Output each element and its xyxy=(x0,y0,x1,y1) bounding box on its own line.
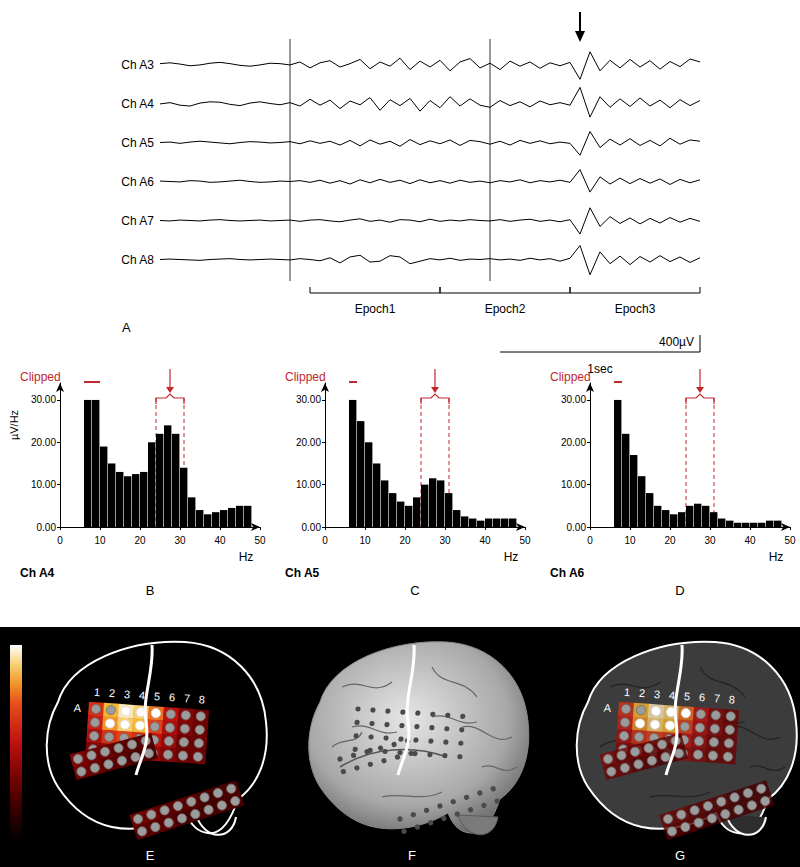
svg-text:10.00: 10.00 xyxy=(561,479,586,490)
svg-text:0: 0 xyxy=(322,535,328,546)
svg-text:30: 30 xyxy=(174,535,186,546)
svg-text:0: 0 xyxy=(587,535,593,546)
svg-text:3: 3 xyxy=(654,688,661,700)
svg-text:Ch A3: Ch A3 xyxy=(121,58,154,72)
svg-text:C: C xyxy=(410,583,419,598)
svg-text:10: 10 xyxy=(94,535,106,546)
svg-text:4: 4 xyxy=(668,689,676,702)
svg-text:20: 20 xyxy=(399,535,411,546)
svg-text:Ch A6: Ch A6 xyxy=(550,566,585,580)
svg-text:Epoch2: Epoch2 xyxy=(485,302,526,316)
svg-text:30.00: 30.00 xyxy=(31,394,56,405)
svg-text:E: E xyxy=(146,848,155,863)
svg-text:Ch A7: Ch A7 xyxy=(121,214,154,228)
svg-text:8: 8 xyxy=(198,693,205,705)
svg-text:1: 1 xyxy=(94,686,101,698)
svg-text:7: 7 xyxy=(183,692,190,704)
svg-text:Epoch1: Epoch1 xyxy=(355,302,396,316)
svg-text:D: D xyxy=(675,583,684,598)
svg-text:20: 20 xyxy=(664,535,676,546)
svg-text:1: 1 xyxy=(624,686,631,698)
svg-text:6: 6 xyxy=(699,691,706,703)
svg-text:2: 2 xyxy=(639,687,646,699)
svg-text:B: B xyxy=(146,583,155,598)
svg-text:30: 30 xyxy=(704,535,716,546)
svg-text:A: A xyxy=(603,701,612,714)
svg-text:10: 10 xyxy=(624,535,636,546)
svg-text:Ch A4: Ch A4 xyxy=(20,566,55,580)
svg-text:Hz: Hz xyxy=(239,550,254,564)
svg-text:Ch A5: Ch A5 xyxy=(121,136,154,150)
svg-text:400µV: 400µV xyxy=(659,335,694,349)
svg-text:20.00: 20.00 xyxy=(296,437,321,448)
svg-text:0.00: 0.00 xyxy=(302,522,322,533)
svg-text:50: 50 xyxy=(254,535,266,546)
svg-text:Clipped: Clipped xyxy=(285,370,326,384)
svg-text:10.00: 10.00 xyxy=(31,479,56,490)
svg-text:3: 3 xyxy=(124,688,131,700)
svg-text:5: 5 xyxy=(154,690,161,702)
svg-text:0: 0 xyxy=(57,535,63,546)
svg-text:0.00: 0.00 xyxy=(567,522,587,533)
svg-text:Epoch3: Epoch3 xyxy=(615,302,656,316)
svg-text:Clipped: Clipped xyxy=(20,370,61,384)
svg-text:50: 50 xyxy=(784,535,796,546)
svg-text:5: 5 xyxy=(684,690,691,702)
svg-text:20: 20 xyxy=(134,535,146,546)
svg-text:F: F xyxy=(408,848,416,863)
svg-text:20.00: 20.00 xyxy=(561,437,586,448)
svg-text:50: 50 xyxy=(519,535,531,546)
svg-text:1sec: 1sec xyxy=(587,362,612,376)
svg-text:7: 7 xyxy=(713,692,720,704)
svg-text:6: 6 xyxy=(169,691,176,703)
svg-text:Ch A4: Ch A4 xyxy=(121,97,154,111)
svg-text:0.00: 0.00 xyxy=(37,522,57,533)
svg-text:Hz: Hz xyxy=(504,550,519,564)
svg-text:Clipped: Clipped xyxy=(550,370,591,384)
svg-text:30.00: 30.00 xyxy=(296,394,321,405)
svg-text:30.00: 30.00 xyxy=(561,394,586,405)
svg-text:µV/Hz: µV/Hz xyxy=(8,410,20,440)
svg-text:10: 10 xyxy=(359,535,371,546)
svg-text:2: 2 xyxy=(109,687,116,699)
svg-text:4: 4 xyxy=(138,689,146,702)
svg-text:10.00: 10.00 xyxy=(296,479,321,490)
svg-text:G: G xyxy=(675,848,685,863)
svg-text:20.00: 20.00 xyxy=(31,437,56,448)
svg-text:8: 8 xyxy=(728,693,735,705)
svg-text:A: A xyxy=(73,701,82,714)
svg-text:30: 30 xyxy=(439,535,451,546)
svg-text:A: A xyxy=(122,320,131,335)
svg-text:Hz: Hz xyxy=(769,550,784,564)
svg-text:Ch A6: Ch A6 xyxy=(121,175,154,189)
svg-text:Ch A8: Ch A8 xyxy=(121,253,154,267)
svg-text:40: 40 xyxy=(479,535,491,546)
svg-text:40: 40 xyxy=(744,535,756,546)
svg-text:Ch A5: Ch A5 xyxy=(285,566,320,580)
svg-text:40: 40 xyxy=(214,535,226,546)
